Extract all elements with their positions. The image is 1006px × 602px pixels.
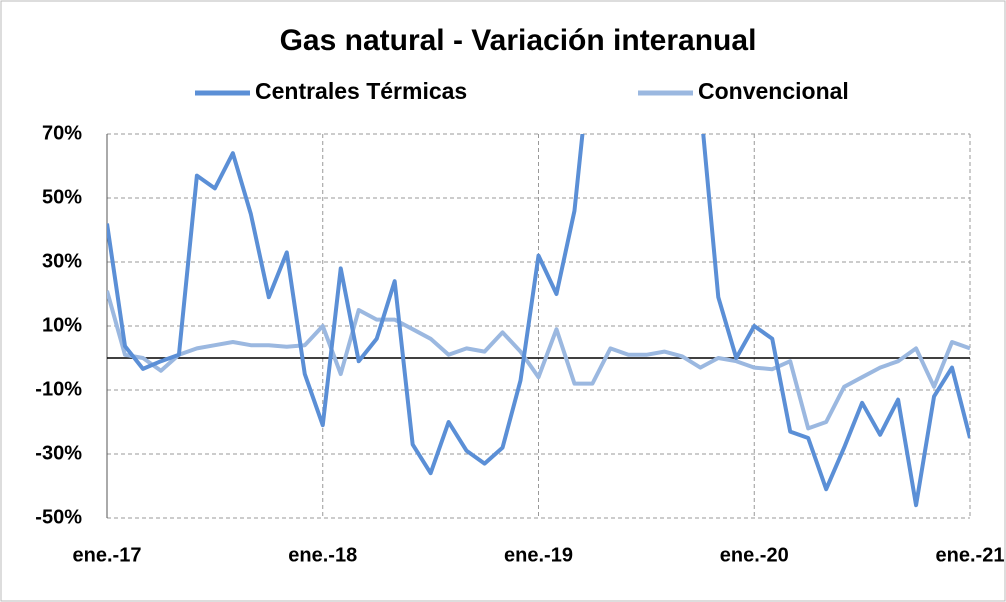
y-tick-label: -10%: [35, 378, 82, 400]
x-tick-label: ene.-21: [936, 544, 1005, 566]
series-line: [107, 134, 970, 508]
x-tick-label: ene.-18: [288, 544, 357, 566]
chart-title: Gas natural - Variación interanual: [280, 24, 757, 57]
y-tick-label: 30%: [42, 250, 82, 272]
y-tick-label: 70%: [42, 122, 82, 144]
y-tick-label: -50%: [35, 506, 82, 528]
x-tick-label: ene.-17: [73, 544, 142, 566]
y-tick-label: 50%: [42, 186, 82, 208]
series-line: [107, 290, 970, 431]
x-tick-label: ene.-20: [720, 544, 789, 566]
x-tick-label: ene.-19: [504, 544, 573, 566]
legend-label: Centrales Térmicas: [255, 78, 467, 104]
y-tick-label: 10%: [42, 314, 82, 336]
legend-label: Convencional: [698, 78, 849, 104]
y-tick-label: -30%: [35, 442, 82, 464]
